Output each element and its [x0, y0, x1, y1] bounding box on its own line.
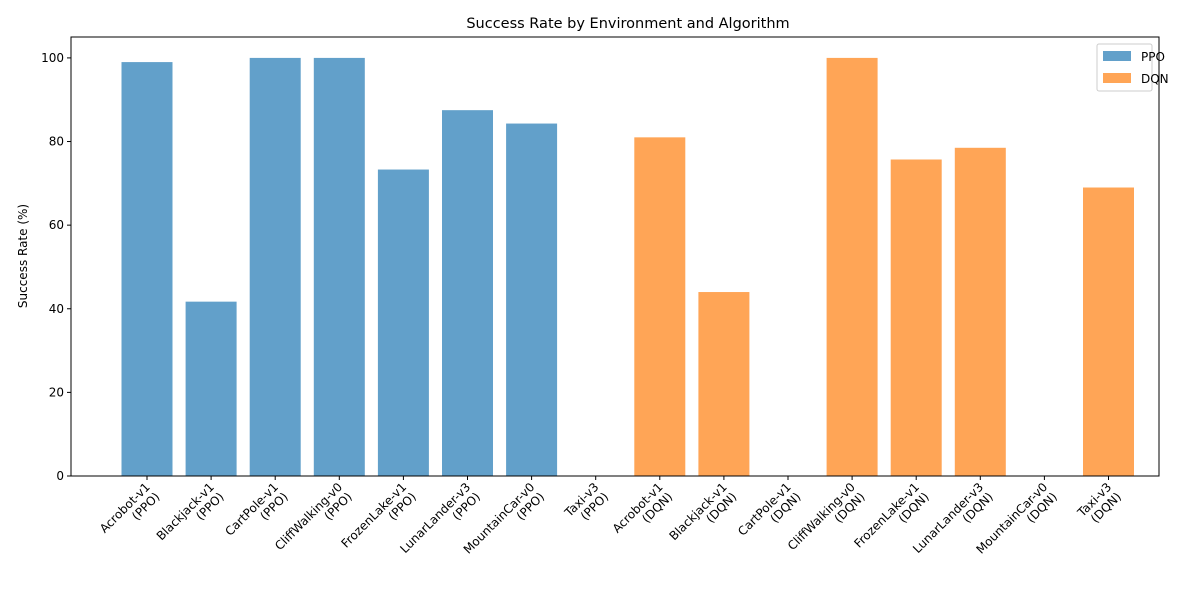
bar-dqn [1083, 187, 1134, 476]
x-tick-label: Acrobot-v1(PPO) [97, 480, 163, 546]
y-tick-label: 100 [41, 51, 64, 65]
legend-swatch-ppo [1103, 51, 1131, 61]
y-tick-label: 80 [49, 135, 64, 149]
bar-ppo [121, 62, 173, 476]
y-axis: 0 20 40 60 80 100 [41, 51, 71, 483]
plot-frame [70, 36, 1160, 477]
x-tick-label: CliffWalking-v0(PPO) [272, 480, 355, 563]
bar-ppo [377, 169, 429, 476]
legend: PPO DQN [1096, 43, 1169, 92]
bar-ppo [442, 110, 493, 477]
y-axis-label: Success Rate (%) [16, 204, 30, 308]
x-tick-label: Taxi-v3(DQN) [1074, 480, 1124, 530]
bar-ppo [506, 123, 558, 476]
bar-dqn [954, 147, 1006, 477]
bar-dqn [698, 292, 750, 476]
y-tick-label: 60 [49, 218, 64, 232]
legend-label-dqn: DQN [1141, 72, 1169, 86]
legend-label-ppo: PPO [1141, 50, 1165, 64]
y-tick-label: 20 [49, 385, 64, 399]
bars-group [121, 57, 1134, 477]
y-tick-label: 40 [49, 302, 64, 316]
legend-swatch-dqn [1103, 73, 1131, 83]
y-tick-label: 0 [56, 469, 64, 483]
x-tick-label: Acrobot-v1(DQN) [610, 480, 676, 546]
bar-ppo [313, 57, 365, 477]
chart-title: Success Rate by Environment and Algorith… [466, 16, 789, 32]
bar-ppo [185, 301, 237, 476]
x-tick-label: Blackjack-v1(PPO) [154, 480, 227, 553]
bar-dqn [634, 137, 686, 477]
bar-dqn [826, 57, 878, 477]
x-tick-label: Blackjack-v1(DQN) [666, 480, 739, 553]
x-axis: Acrobot-v1(PPO)Blackjack-v1(PPO)CartPole… [97, 476, 1124, 563]
bar-ppo [249, 57, 301, 477]
x-tick-label: CliffWalking-v0(DQN) [785, 480, 868, 563]
bar-dqn [890, 159, 942, 477]
x-tick-label: Taxi-v3(PPO) [561, 480, 611, 530]
